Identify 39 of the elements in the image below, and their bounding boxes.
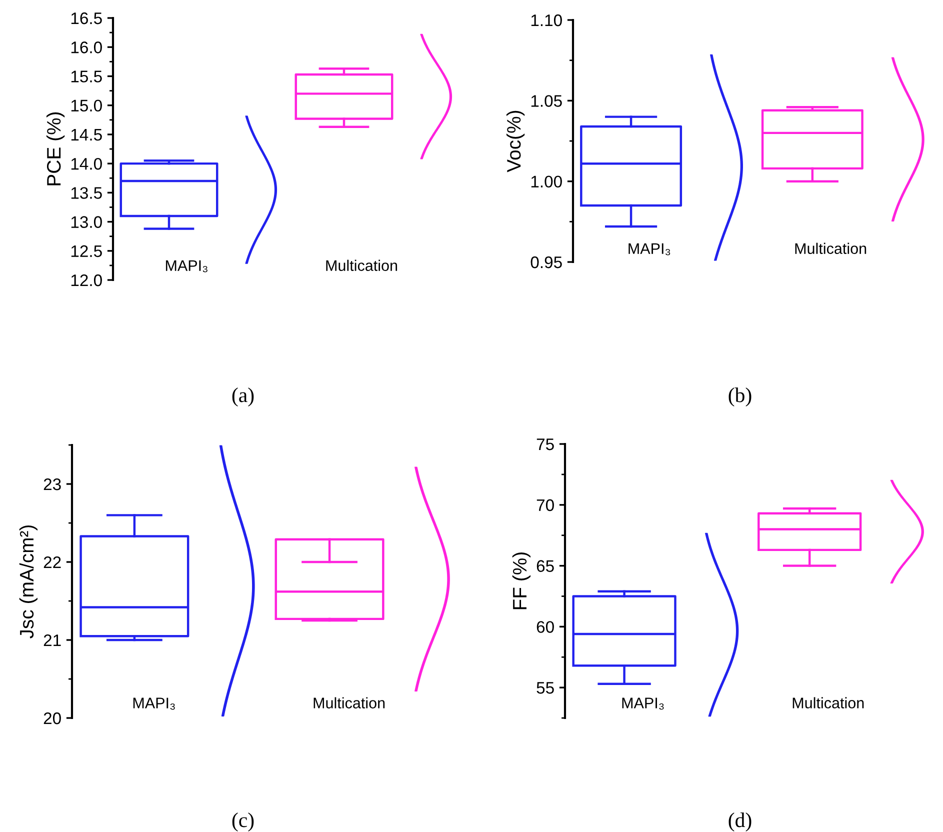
y-tick-label: 23 bbox=[44, 478, 61, 490]
y-tick-label: 1.05 bbox=[531, 95, 562, 107]
y-tick-label: 12.5 bbox=[71, 245, 102, 258]
y-tick-label: 60 bbox=[536, 621, 554, 633]
x-tick-label: Multication bbox=[792, 697, 864, 708]
y-tick-label: 65 bbox=[536, 560, 554, 572]
y-tick-label: 70 bbox=[536, 499, 554, 512]
y-tick-label: 20 bbox=[44, 712, 61, 724]
text: (c) bbox=[232, 812, 254, 832]
y-tick-label: 16.5 bbox=[71, 12, 102, 24]
y-axis-title: Voc(%) bbox=[506, 110, 525, 172]
y-tick-label: 55 bbox=[536, 682, 554, 694]
x-tick-label: MAPI₃ bbox=[166, 260, 208, 272]
x-tick-label: Multication bbox=[314, 697, 385, 708]
y-tick-label: 22 bbox=[44, 556, 61, 568]
y-tick-label: 12.0 bbox=[71, 274, 102, 286]
y-axis-title: Jsc (mA/cm²) bbox=[19, 525, 38, 638]
y-tick-label: 75 bbox=[536, 438, 554, 450]
text: (a) bbox=[232, 388, 254, 406]
y-tick-label: 1.00 bbox=[531, 176, 562, 188]
y-tick-label: 13.0 bbox=[71, 216, 102, 228]
y-tick-label: 13.5 bbox=[71, 187, 102, 199]
text: (b) bbox=[728, 388, 752, 406]
y-tick-label: 0.95 bbox=[530, 256, 562, 268]
y-axis-title: PCE (%) bbox=[46, 112, 65, 186]
y-tick-label: 16.0 bbox=[71, 42, 102, 54]
y-tick-label: 14.5 bbox=[71, 129, 102, 141]
text: (d) bbox=[728, 812, 752, 832]
y-tick-label: 14.0 bbox=[71, 158, 102, 170]
x-tick-label: MAPI₃ bbox=[628, 243, 670, 256]
x-tick-label: Multication bbox=[326, 260, 398, 271]
y-tick-label: 1.10 bbox=[531, 14, 562, 26]
x-tick-label: MAPI₃ bbox=[622, 698, 664, 710]
y-tick-label: 15.5 bbox=[71, 70, 102, 82]
x-tick-label: MAPI₃ bbox=[133, 698, 175, 710]
y-tick-label: 21 bbox=[44, 634, 61, 646]
y-axis-title: FF (%) bbox=[512, 552, 530, 610]
y-tick-label: 15.0 bbox=[71, 100, 102, 112]
x-tick-label: Multication bbox=[795, 242, 866, 254]
